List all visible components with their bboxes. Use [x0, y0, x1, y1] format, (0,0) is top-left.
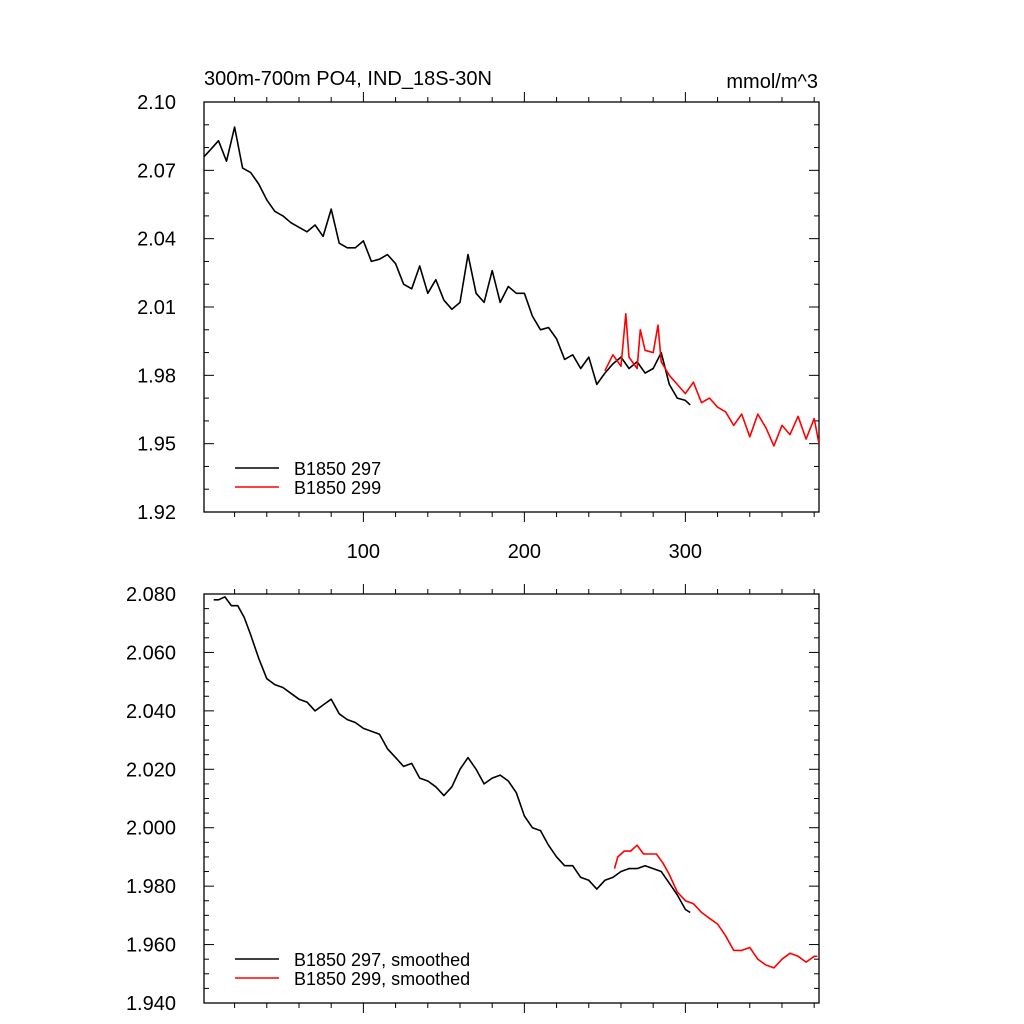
y-tick-label: 2.04: [137, 229, 176, 251]
series-line-0: [204, 126, 691, 406]
y-tick-label: 1.940: [126, 993, 176, 1015]
x-tick-label: 300: [669, 541, 702, 563]
y-tick-label: 2.080: [126, 584, 176, 606]
y-tick-label: 2.000: [126, 818, 176, 840]
chart-title-right: mmol/m^3: [726, 71, 818, 93]
y-tick-label: 2.060: [126, 642, 176, 664]
series-line-1: [613, 844, 818, 969]
legend-label: B1850 299, smoothed: [294, 969, 470, 989]
chart-title-left: 300m-700m PO4, IND_18S-30N: [204, 68, 492, 90]
y-tick-label: 2.020: [126, 759, 176, 781]
y-tick-label: 2.10: [137, 92, 176, 114]
plot-frame: [203, 593, 820, 1004]
y-tick-label: 2.040: [126, 701, 176, 723]
x-tick-label: 200: [508, 541, 541, 563]
y-tick-label: 2.01: [137, 297, 176, 319]
top-panel: 1.92 1.95 1.98 2.01 2.04 2.07 2.10 100 200 300 300…: [137, 68, 820, 563]
legend-label: B1850 299: [294, 478, 381, 498]
x-tick-label: 100: [347, 541, 380, 563]
y-tick-label: 1.960: [126, 935, 176, 957]
bottom-panel: 1.940 1.960 1.980 2.000 2.020 2.040 2.060 2.080…: [126, 584, 820, 1015]
y-tick-label: 1.92: [137, 502, 176, 524]
y-tick-label: 2.07: [137, 160, 176, 182]
legend-label: B1850 297: [294, 459, 381, 479]
plot-frame: [203, 101, 820, 513]
series-line-0: [213, 596, 691, 914]
y-tick-label: 1.98: [137, 365, 176, 387]
y-tick-label: 1.980: [126, 876, 176, 898]
y-tick-label: 1.95: [137, 434, 176, 456]
legend-label: B1850 297, smoothed: [294, 950, 470, 970]
series-line-1: [604, 312, 819, 447]
